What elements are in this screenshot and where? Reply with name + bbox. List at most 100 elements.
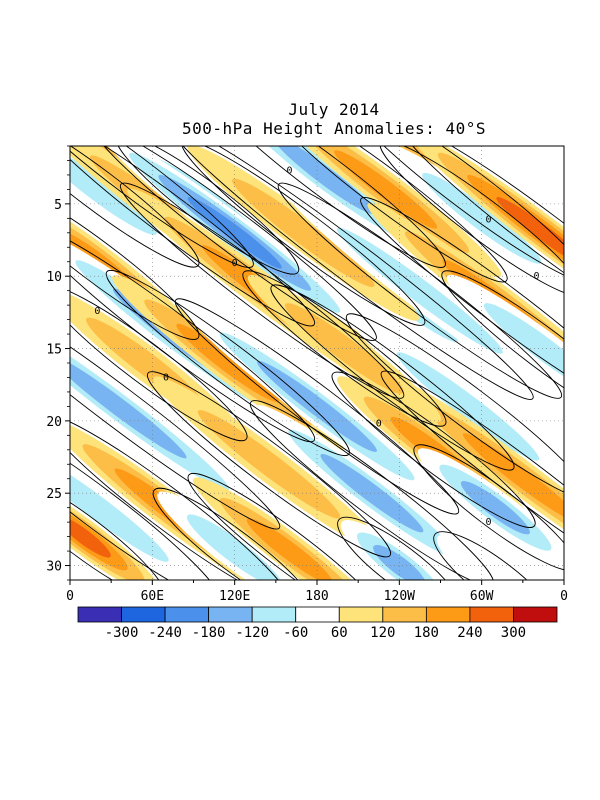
zero-contour	[70, 283, 281, 530]
zero-contour	[270, 284, 515, 471]
zero-contour	[119, 182, 405, 399]
colorbar-label: 60	[331, 625, 348, 641]
zero-contour	[92, 146, 377, 341]
zero-contour	[263, 146, 508, 283]
anomaly-shade	[334, 150, 438, 229]
chart-title: July 2014	[288, 100, 380, 119]
anomaly-shade	[483, 303, 564, 394]
colorbar: -300 -240 -180 -120 -60 60 120 180 240 300	[77, 606, 558, 641]
anomaly-shade	[186, 514, 283, 580]
anomaly-shade	[284, 303, 404, 394]
x-axis: 0 60E 120E 180 120W 60W 0	[66, 580, 568, 604]
colorbar-label: 300	[501, 625, 526, 641]
zero-contour	[70, 146, 316, 327]
colorbar-swatch	[77, 606, 122, 623]
zero-contour	[360, 197, 564, 414]
zero-contour	[242, 270, 447, 427]
anomaly-shade	[373, 544, 426, 580]
anomaly-band	[269, 146, 502, 278]
zero-contour	[115, 146, 300, 275]
x-tick-label: 0	[560, 589, 568, 604]
anomaly-band	[446, 274, 564, 423]
colorbar-swatch	[469, 606, 514, 623]
y-tick-label: 30	[46, 560, 62, 575]
contour-label: 0	[232, 258, 238, 269]
anomaly-band	[70, 146, 194, 264]
anomaly-band	[352, 318, 564, 495]
colorbar-swatch	[295, 606, 340, 623]
zero-contour	[379, 146, 564, 297]
contour-label: 0	[534, 271, 540, 282]
anomaly-shade	[246, 518, 333, 580]
anomaly-shade	[70, 146, 157, 235]
y-tick-label: 10	[46, 270, 62, 285]
x-tick-label: 120W	[384, 589, 415, 604]
anomaly-shade	[460, 481, 530, 535]
zero-contour	[345, 146, 564, 283]
anomaly-band	[285, 188, 555, 393]
colorbar-swatch	[121, 606, 166, 623]
anomaly-band	[417, 448, 564, 568]
zero-contour	[441, 270, 564, 427]
anomaly-shade	[187, 197, 282, 269]
anomaly-shade	[197, 410, 341, 519]
chart-subtitle: 500-hPa Height Anomalies: 40°S	[182, 119, 486, 138]
colorbar-swatch	[251, 606, 297, 623]
anomaly-band	[436, 534, 554, 580]
anomaly-shade	[232, 178, 375, 287]
colorbar-label: 120	[370, 625, 395, 641]
contour-label: 0	[376, 419, 382, 430]
zero-contour	[168, 146, 534, 400]
anomaly-band	[153, 376, 385, 553]
zero-contour	[401, 146, 564, 341]
zero-contour	[70, 284, 248, 442]
x-tick-label: 120E	[219, 589, 250, 604]
colorbar-label: 240	[457, 625, 482, 641]
anomaly-band	[408, 146, 564, 335]
zero-contour	[433, 531, 558, 580]
contour-label: 0	[486, 517, 492, 528]
colorbar-label: -120	[235, 625, 269, 641]
anomaly-shade	[70, 453, 169, 562]
zero-contour	[70, 473, 166, 580]
x-tick-label: 60W	[470, 589, 494, 604]
x-tick-label: 0	[66, 589, 74, 604]
colorbar-label: -60	[283, 625, 308, 641]
zero-contour	[413, 444, 564, 571]
anomaly-shade	[396, 352, 540, 461]
colorbar-swatch	[208, 606, 253, 623]
anomaly-shade	[70, 354, 187, 459]
zero-contour	[146, 371, 392, 558]
anomaly-shade	[176, 323, 280, 403]
colorbar-swatch	[164, 606, 210, 623]
colorbar-swatch	[513, 606, 558, 623]
anomaly-band	[388, 376, 564, 580]
zero-contour	[70, 183, 200, 340]
colorbar-label: -240	[148, 625, 182, 641]
anomaly-band	[99, 146, 370, 335]
anomaly-shade	[336, 227, 503, 354]
grid	[70, 146, 564, 580]
contour-label: 0	[287, 165, 293, 176]
colorbar-swatch	[425, 606, 471, 623]
colorbar-label: 180	[414, 625, 439, 641]
colorbar-label: -300	[105, 625, 139, 641]
zero-contour	[70, 146, 254, 268]
zero-contour	[152, 487, 317, 580]
anomaly-band	[157, 491, 313, 580]
anomaly-band	[70, 289, 272, 523]
anomaly-band	[187, 146, 419, 321]
colorbar-swatch	[338, 606, 384, 623]
y-axis: 5 10 15 20 25 30	[46, 145, 70, 581]
contour-label: 0	[163, 372, 169, 383]
zero-contour	[70, 414, 289, 580]
zero-contour	[345, 313, 564, 500]
anomaly-band	[256, 405, 488, 580]
y-tick-label: 20	[46, 415, 62, 430]
anomaly-shade	[462, 433, 564, 525]
zero-contours: 0 0 0 0 0 0 0 0	[70, 146, 564, 580]
x-tick-label: 60E	[141, 589, 164, 604]
anomaly-shade	[320, 454, 424, 533]
colorbar-swatch	[382, 606, 427, 623]
